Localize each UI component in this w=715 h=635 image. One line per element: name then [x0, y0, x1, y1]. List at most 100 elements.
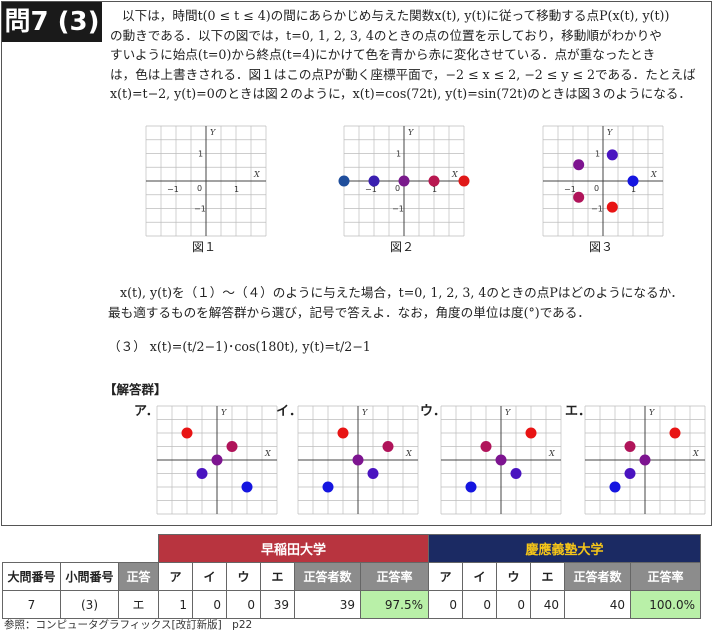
data-point — [368, 175, 380, 187]
header-correct-rate: 正答率 — [630, 562, 701, 591]
tick-label: 0 — [594, 184, 599, 193]
data-point — [606, 201, 618, 213]
cell-minor: (3) — [60, 590, 119, 619]
tick-label: 1 — [396, 150, 401, 159]
data-point — [525, 427, 537, 439]
x-axis-label: X — [405, 449, 412, 458]
answer-label-i: イ． — [276, 404, 303, 419]
tick-label: 1 — [595, 150, 600, 159]
university-waseda: 早稲田大学 — [158, 534, 429, 563]
cell-count: 0 — [462, 590, 497, 619]
tick-label: 1 — [198, 150, 203, 159]
tick-label: −1 — [167, 185, 179, 194]
y-axis-label: Y — [607, 128, 613, 137]
data-point — [609, 481, 621, 493]
intro-line: は，色は上書きされる．図１はこの点Pが動く座標平面で，−2 ≤ x ≤ 2, −… — [110, 66, 696, 82]
data-point — [510, 468, 522, 479]
header-correct-rate: 正答率 — [360, 562, 429, 591]
data-point — [196, 468, 208, 479]
x-axis-label: X — [264, 449, 271, 458]
reference-footer: 参照：コンピュータグラフィックス[改訂新版] p22 — [4, 619, 253, 631]
tick-label: −1 — [392, 205, 404, 214]
x-axis-label: X — [253, 170, 260, 179]
answer-heading: 【解答群】 — [104, 382, 167, 397]
cell-count: 40 — [530, 590, 565, 619]
data-point — [226, 441, 238, 452]
data-point — [338, 175, 350, 187]
tick-label: 1 — [432, 185, 437, 194]
question-line: 最も適するものを解答群から選び，記号で答えよ．なお，角度の単位は度(°)である． — [108, 305, 590, 320]
y-axis-label: Y — [649, 408, 655, 417]
header-choice-i: イ — [192, 562, 227, 591]
figure-3-plot: Y X 1 −1 −1 1 0 — [542, 125, 664, 237]
question-line: x(t), y(t)を（１）〜（４）のように与えた場合，t=0, 1, 2, 3… — [120, 285, 684, 300]
intro-line: 以下は，時間t(0 ≤ t ≤ 4)の間にあらかじめ与えた関数x(t), y(t… — [122, 8, 670, 23]
x-axis-label: X — [451, 170, 458, 179]
sub-question: （３） x(t)=(t/2−1)･cos(180t), y(t)=t/2−1 — [108, 339, 371, 354]
data-point — [669, 427, 681, 439]
header-choice-i: イ — [462, 562, 497, 591]
tick-label: 0 — [395, 184, 400, 193]
data-point — [627, 175, 639, 187]
answer-label-u: ウ． — [420, 404, 447, 419]
tick-label: −1 — [564, 185, 576, 194]
intro-line: の動きである．以下の図では，t=0, 1, 2, 3, 4のときの点の位置を示し… — [110, 27, 662, 43]
intro-text: 以下は，時間t(0 ≤ t ≤ 4)の間にあらかじめ与えた関数x(t), y(t… — [110, 6, 705, 104]
x-axis-label: X — [692, 449, 699, 458]
cell-major: 7 — [2, 590, 61, 619]
question-label: 問7 (3) — [2, 2, 102, 42]
data-point — [465, 481, 477, 493]
answer-i-plot[interactable]: YX — [297, 405, 419, 515]
header-correct: 正答 — [118, 562, 159, 591]
header-minor-question: 小問番号 — [60, 562, 119, 591]
y-axis-label: Y — [210, 128, 216, 137]
data-point — [624, 441, 636, 452]
data-point — [624, 468, 636, 479]
header-choice-e: エ — [530, 562, 565, 591]
answer-label-e: エ． — [565, 404, 592, 419]
data-point — [181, 427, 193, 439]
tick-label: 0 — [197, 184, 202, 193]
figure-1-caption: 図１ — [192, 240, 217, 254]
data-point — [606, 149, 618, 161]
intro-line: すいように始点(t=0)から終点(t=4)にかけて色を青から赤に変化させている．… — [110, 47, 656, 62]
figure-3-caption: 図３ — [589, 240, 614, 254]
cell-correct-count: 40 — [564, 590, 631, 619]
tick-label: 1 — [631, 185, 636, 194]
tick-label: 1 — [234, 185, 239, 194]
y-axis-label: Y — [221, 408, 227, 417]
data-point — [241, 481, 253, 493]
answer-e-plot[interactable]: YX — [584, 405, 706, 515]
cell-count: 1 — [158, 590, 193, 619]
y-axis-label: Y — [362, 408, 368, 417]
data-point — [480, 441, 492, 452]
data-point — [573, 191, 585, 203]
header-major-question: 大問番号 — [2, 562, 61, 591]
question-frame — [1, 1, 712, 526]
cell-correct-rate: 97.5% — [360, 590, 429, 619]
answer-u-plot[interactable]: YX — [440, 405, 562, 515]
data-point — [367, 468, 379, 479]
x-axis-label: X — [548, 449, 555, 458]
figure-1-plot: Y X 1 −1 −1 1 0 — [145, 125, 267, 237]
intro-line: x(t)=t−2, y(t)=0のときは図２のように，x(t)=cos(72t)… — [110, 86, 691, 101]
data-point — [211, 454, 223, 466]
cell-count: 39 — [260, 590, 295, 619]
data-point — [337, 427, 349, 439]
cell-correct-count: 39 — [294, 590, 361, 619]
tick-label: −1 — [365, 185, 377, 194]
tick-label: −1 — [194, 205, 206, 214]
university-keio: 慶應義塾大学 — [428, 534, 701, 563]
answer-a-plot[interactable]: YX — [156, 405, 278, 515]
data-point — [322, 481, 334, 493]
y-axis-label: Y — [408, 128, 414, 137]
question-text: x(t), y(t)を（１）〜（４）のように与えた場合，t=0, 1, 2, 3… — [108, 283, 708, 323]
y-axis-label: Y — [505, 408, 511, 417]
figure-2-caption: 図２ — [390, 240, 415, 254]
data-point — [398, 175, 410, 187]
data-point — [382, 441, 394, 452]
cell-correct: エ — [118, 590, 159, 619]
cell-count: 0 — [428, 590, 463, 619]
x-axis-label: X — [650, 170, 657, 179]
header-choice-u: ウ — [226, 562, 261, 591]
